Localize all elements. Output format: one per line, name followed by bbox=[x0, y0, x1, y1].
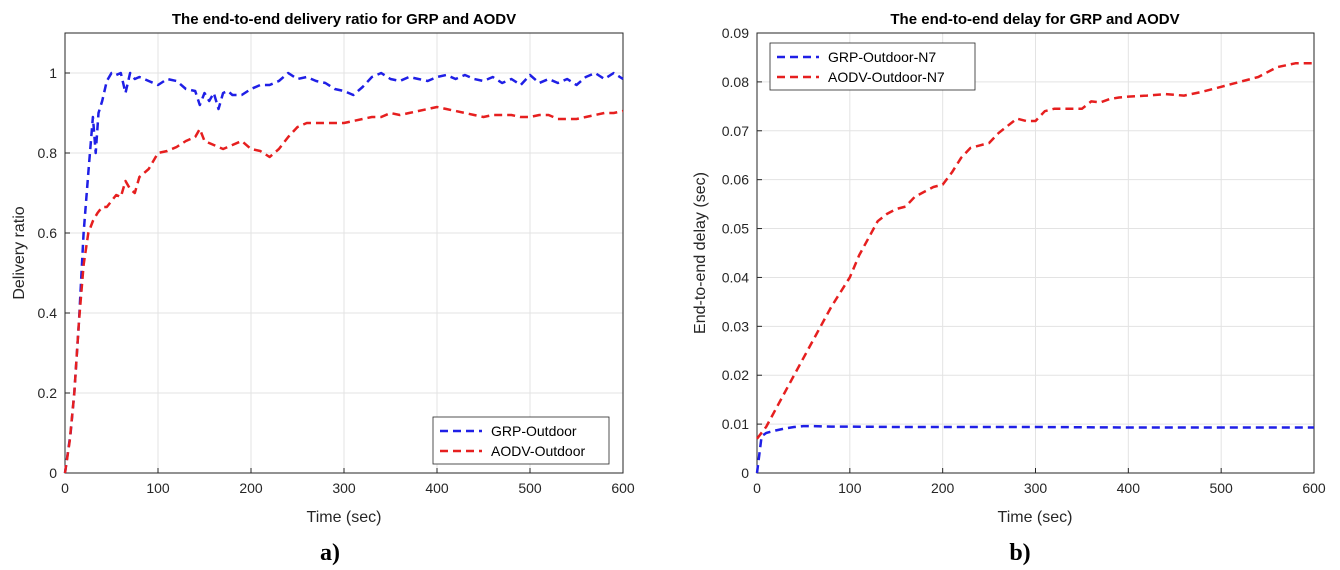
panel-label-b: b) bbox=[1009, 540, 1030, 566]
y-tick-label: 0.04 bbox=[722, 269, 749, 285]
y-tick-label: 0 bbox=[49, 465, 57, 481]
chart-title: The end-to-end delay for GRP and AODV bbox=[890, 11, 1179, 28]
series-lines bbox=[63, 71, 624, 474]
legend-label-aodv-outdoor: AODV-Outdoor bbox=[491, 443, 585, 459]
x-ticks: 0 100 200 300 400 500 600 bbox=[753, 468, 1326, 496]
y-ticks: 0 0.2 0.4 0.6 0.8 1 bbox=[38, 65, 70, 481]
x-tick-label: 500 bbox=[518, 480, 542, 496]
x-tick-label: 200 bbox=[239, 480, 263, 496]
chart-title: The end-to-end delivery ratio for GRP an… bbox=[172, 11, 516, 28]
legend-label-grp-outdoor-n7: GRP-Outdoor-N7 bbox=[828, 49, 936, 65]
y-tick-label: 0.06 bbox=[722, 172, 749, 188]
y-tick-label: 0.6 bbox=[38, 225, 58, 241]
y-tick-label: 0.03 bbox=[722, 318, 749, 334]
x-tick-label: 200 bbox=[931, 480, 955, 496]
x-tick-label: 400 bbox=[1117, 480, 1141, 496]
x-tick-label: 300 bbox=[1024, 480, 1048, 496]
x-tick-label: 600 bbox=[1302, 480, 1326, 496]
y-tick-label: 0 bbox=[741, 465, 749, 481]
series-line-aodv-outdoor-n7 bbox=[756, 62, 1314, 440]
series-lines bbox=[755, 62, 1314, 474]
y-tick-label: 0.4 bbox=[38, 305, 58, 321]
legend: GRP-Outdoor-N7 AODV-Outdoor-N7 bbox=[769, 42, 976, 91]
x-tick-label: 0 bbox=[61, 480, 69, 496]
legend-label-aodv-outdoor-n7: AODV-Outdoor-N7 bbox=[828, 69, 945, 85]
x-tick-label: 400 bbox=[425, 480, 449, 496]
legend-box bbox=[432, 416, 610, 465]
panel-label-a: a) bbox=[320, 540, 340, 566]
y-tick-label: 1 bbox=[49, 65, 57, 81]
chart-panel-b: The end-to-end delay for GRP and AODV 0 1… bbox=[692, 11, 1326, 566]
legend-box bbox=[769, 42, 976, 91]
x-tick-label: 300 bbox=[332, 480, 356, 496]
series-line-aodv-outdoor bbox=[63, 105, 624, 474]
y-tick-label: 0.02 bbox=[722, 367, 749, 383]
x-tick-label: 100 bbox=[838, 480, 862, 496]
grid-lines bbox=[756, 32, 1315, 474]
legend: GRP-Outdoor AODV-Outdoor bbox=[432, 416, 610, 465]
y-tick-label: 0.08 bbox=[722, 74, 749, 90]
y-tick-label: 0.05 bbox=[722, 221, 749, 237]
y-tick-label: 0.01 bbox=[722, 416, 749, 432]
y-tick-label: 0.09 bbox=[722, 25, 749, 41]
x-tick-label: 0 bbox=[753, 480, 761, 496]
x-axis-label: Time (sec) bbox=[307, 509, 382, 526]
y-axis-label: Delivery ratio bbox=[11, 206, 28, 299]
x-axis-label: Time (sec) bbox=[998, 509, 1073, 526]
legend-label-grp-outdoor: GRP-Outdoor bbox=[491, 423, 577, 439]
chart-panel-a: The end-to-end delivery ratio for GRP an… bbox=[11, 11, 635, 566]
y-tick-label: 0.8 bbox=[38, 145, 58, 161]
grid-lines bbox=[64, 33, 624, 474]
x-tick-label: 100 bbox=[146, 480, 170, 496]
series-line-grp-outdoor bbox=[63, 71, 624, 474]
x-ticks: 0 100 200 300 400 500 600 bbox=[61, 468, 635, 496]
y-axis-label: End-to-end delay (sec) bbox=[692, 172, 709, 334]
x-tick-label: 500 bbox=[1209, 480, 1233, 496]
y-ticks: 0 0.01 0.02 0.03 0.04 0.05 0.06 0.07 0.08 0.09 bbox=[722, 25, 762, 481]
y-tick-label: 0.2 bbox=[38, 385, 58, 401]
y-tick-label: 0.07 bbox=[722, 123, 749, 139]
x-tick-label: 600 bbox=[611, 480, 635, 496]
